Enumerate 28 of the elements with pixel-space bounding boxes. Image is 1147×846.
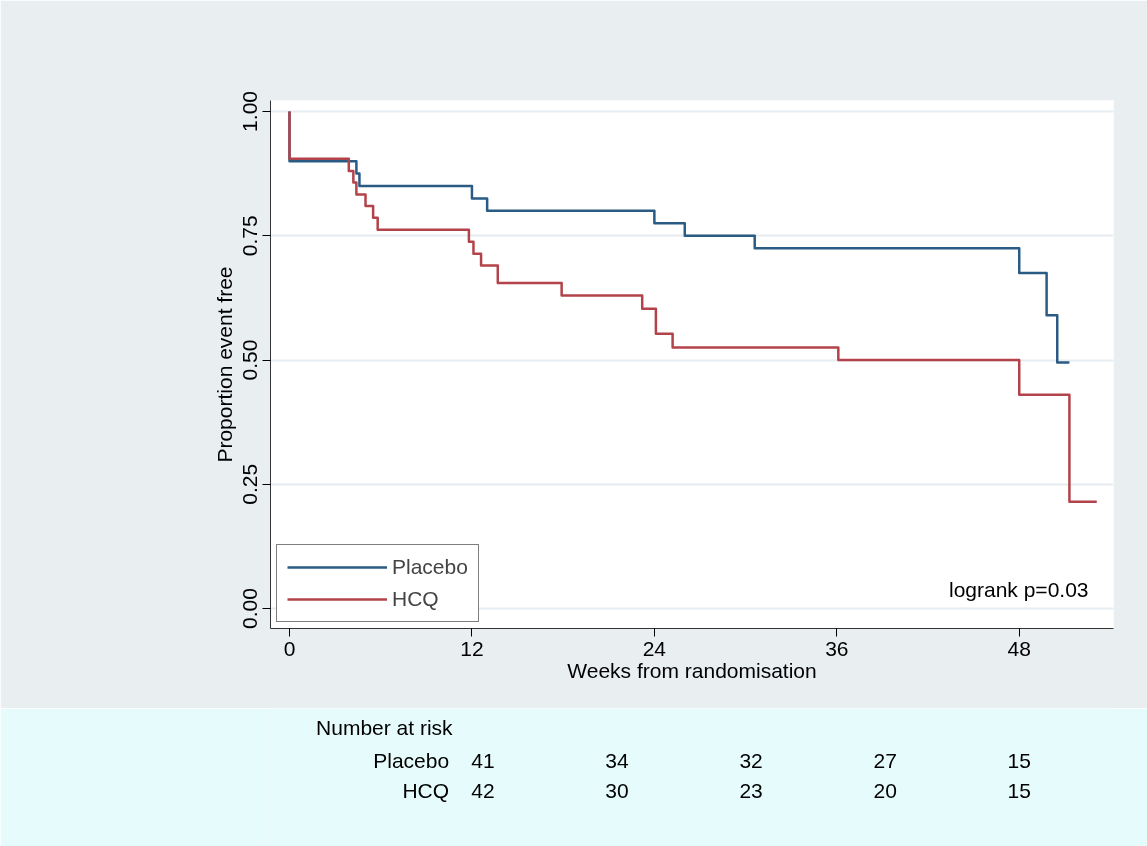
x-tick-label: 36 (825, 636, 849, 660)
legend-label: HCQ (392, 587, 439, 611)
x-tick-label: 12 (460, 636, 484, 660)
x-tick-label: 48 (1007, 636, 1031, 660)
text: 42 (471, 778, 495, 802)
annotation: logrank p=0.03 (948, 577, 1089, 601)
y-tick-label: 0.25 (238, 463, 262, 505)
text: 34 (605, 748, 629, 772)
text: Placebo (373, 749, 450, 772)
y-axis-title: Proportion event free (212, 266, 236, 463)
text: Number at risk (316, 716, 454, 739)
x-tick-label: 0 (283, 636, 296, 660)
x-tick-label: 24 (642, 636, 667, 660)
text: 20 (873, 778, 897, 802)
text: 15 (1007, 778, 1031, 802)
text: 15 (1007, 748, 1031, 772)
text: 41 (471, 748, 495, 772)
text: 30 (605, 778, 629, 802)
y-tick-label: 0.50 (238, 339, 262, 381)
y-tick-label: 1.00 (238, 91, 262, 132)
text: 23 (739, 778, 763, 802)
text: 27 (873, 748, 897, 772)
text: 32 (739, 748, 763, 772)
text: HCQ (402, 779, 450, 802)
y-tick-label: 0.00 (238, 588, 262, 630)
y-tick-label: 0.75 (238, 215, 262, 257)
legend-label: Placebo (392, 555, 468, 579)
x-axis-title: Weeks from randomisation (567, 658, 817, 682)
